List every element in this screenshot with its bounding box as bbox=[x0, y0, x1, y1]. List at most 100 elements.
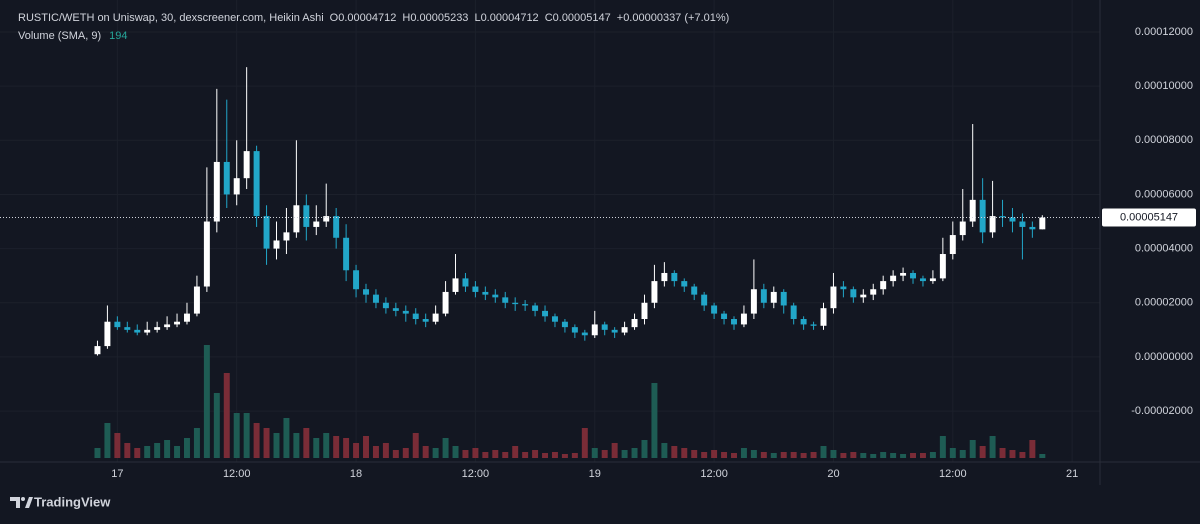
volume-bar bbox=[830, 450, 837, 458]
ohlc-value: 0.00004712 bbox=[338, 12, 396, 24]
volume-bar bbox=[502, 452, 509, 458]
candle-body bbox=[402, 310, 409, 314]
volume-bar bbox=[492, 450, 499, 458]
y-tick-label: 0.00000000 bbox=[1135, 351, 1193, 363]
volume-bar bbox=[94, 448, 101, 458]
last-price-label: 0.00005147 bbox=[1120, 211, 1178, 223]
candle-body bbox=[94, 346, 101, 355]
candle-body bbox=[890, 275, 897, 282]
volume-bar bbox=[522, 452, 529, 458]
ohlc-letter: C bbox=[545, 12, 553, 24]
volume-bar bbox=[571, 453, 578, 458]
candle-body bbox=[860, 294, 867, 298]
volume-bar bbox=[114, 433, 121, 458]
candle-body bbox=[880, 281, 887, 290]
volume-bar bbox=[810, 452, 817, 458]
candle-body bbox=[213, 161, 220, 222]
candle-body bbox=[174, 321, 181, 325]
candle-body bbox=[412, 313, 419, 320]
volume-bar bbox=[1019, 452, 1026, 458]
volume-bar bbox=[482, 452, 489, 458]
volume-bar bbox=[949, 448, 956, 458]
brand: TradingView bbox=[34, 494, 111, 509]
candle-body bbox=[551, 316, 558, 322]
candle-body bbox=[164, 324, 171, 328]
volume-bar bbox=[293, 433, 300, 458]
candle-body bbox=[949, 235, 956, 255]
volume-bar bbox=[263, 428, 270, 458]
brand-logo: TradingView bbox=[10, 494, 111, 509]
volume-bar bbox=[611, 443, 618, 458]
candle-body bbox=[989, 216, 996, 233]
candle-body bbox=[939, 254, 946, 279]
volume-bar bbox=[313, 438, 320, 458]
ohlc-value: 0.00004712 bbox=[481, 12, 539, 24]
candle-body bbox=[1019, 221, 1026, 227]
volume-bar bbox=[929, 452, 936, 458]
volume-bar bbox=[223, 373, 230, 458]
volume-bar bbox=[731, 453, 737, 458]
volume-bar bbox=[422, 446, 429, 458]
candle-body bbox=[522, 304, 529, 306]
volume-bar bbox=[681, 448, 688, 458]
candle-body bbox=[631, 319, 638, 328]
volume-bar bbox=[900, 454, 907, 458]
candle-body bbox=[532, 305, 539, 311]
volume-bar bbox=[512, 446, 519, 458]
x-tick-label: 21 bbox=[1066, 468, 1078, 480]
x-tick-label: 12:00 bbox=[700, 468, 728, 480]
volume-bar bbox=[1029, 440, 1036, 458]
volume-bar bbox=[999, 448, 1006, 458]
volume-bar bbox=[959, 450, 966, 458]
candle-body bbox=[611, 329, 618, 333]
candle-body bbox=[830, 286, 837, 309]
candle-body bbox=[154, 327, 161, 330]
candle-body bbox=[482, 291, 489, 295]
volume-bar bbox=[860, 453, 867, 458]
logo-shape bbox=[25, 497, 33, 508]
candle-body bbox=[651, 281, 658, 303]
y-tick-label: 0.00012000 bbox=[1135, 26, 1193, 38]
volume-bar bbox=[760, 452, 767, 458]
logo-shape bbox=[10, 497, 20, 508]
candle-body bbox=[870, 289, 877, 295]
volume-bar bbox=[1039, 454, 1046, 458]
last-price-box bbox=[1102, 208, 1196, 227]
candle-body bbox=[840, 286, 847, 290]
candle-body bbox=[353, 270, 360, 290]
candle-body bbox=[731, 319, 737, 325]
candle-body bbox=[681, 281, 688, 287]
x-tick-label: 17 bbox=[111, 468, 123, 480]
volume-bar bbox=[144, 446, 151, 458]
volume-bar bbox=[273, 433, 280, 458]
y-tick-label: 0.00008000 bbox=[1135, 134, 1193, 146]
candle-body bbox=[263, 216, 270, 249]
candle-body bbox=[303, 205, 310, 227]
volume-bar bbox=[780, 452, 787, 458]
candle-body bbox=[323, 216, 330, 222]
volume-bar bbox=[542, 453, 549, 458]
volume-bar bbox=[233, 413, 240, 458]
volume-bar bbox=[213, 393, 220, 458]
candle-body bbox=[929, 278, 936, 282]
volume-bar bbox=[621, 450, 628, 458]
volume-bar bbox=[472, 448, 479, 458]
candle-body bbox=[134, 329, 141, 333]
ohlc-value: 0.00005233 bbox=[410, 12, 468, 24]
volume-bar bbox=[412, 433, 419, 458]
volume-bar bbox=[651, 383, 658, 458]
volume-bar bbox=[979, 446, 986, 458]
x-tick-label: 19 bbox=[589, 468, 601, 480]
candle-body bbox=[472, 286, 479, 292]
candle-body bbox=[760, 289, 767, 303]
candle-body bbox=[641, 302, 648, 320]
candle-body bbox=[183, 313, 190, 322]
volume-bar bbox=[840, 453, 847, 458]
candle-body bbox=[770, 291, 777, 303]
volume-bar bbox=[124, 443, 131, 458]
candle-body bbox=[223, 161, 230, 195]
candle-body bbox=[253, 151, 260, 217]
volume-bar bbox=[721, 452, 728, 458]
symbol: RUSTIC/WETH on Uniswap, 30, dexscreener.… bbox=[18, 12, 324, 24]
